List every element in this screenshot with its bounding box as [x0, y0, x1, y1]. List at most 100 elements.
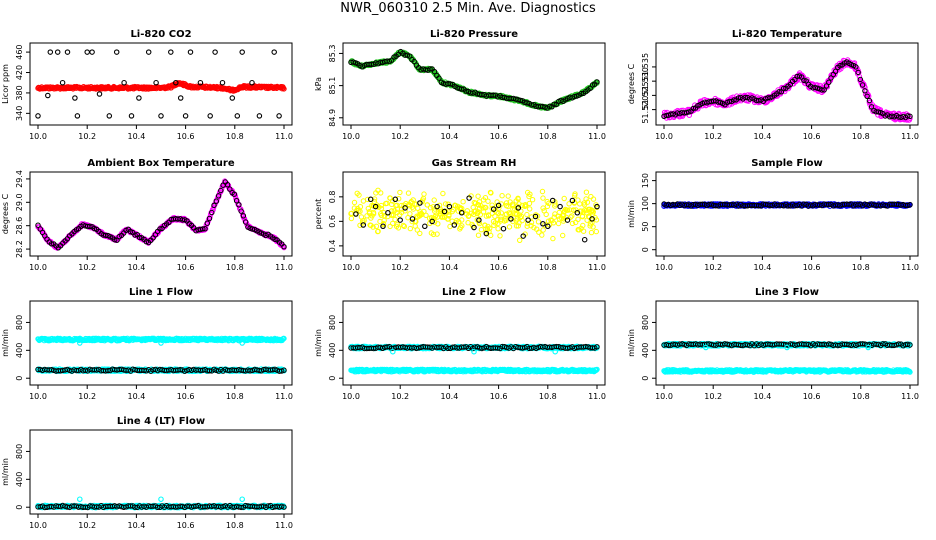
temperature-xtick-label: 10.2 — [704, 132, 722, 141]
rh-point — [550, 235, 556, 242]
pressure-xtick-label: 11.0 — [588, 132, 606, 141]
co2-point — [187, 49, 194, 55]
rh-title: Gas Stream RH — [432, 158, 517, 169]
co2-xtick-label: 11.0 — [275, 132, 293, 141]
ambient-xtick-label: 10.2 — [78, 263, 96, 272]
temperature-point — [826, 79, 832, 86]
rh-point — [557, 203, 563, 210]
co2-point — [89, 49, 95, 55]
temperature-point — [859, 82, 866, 88]
pressure-xtick-label: 10.8 — [539, 132, 557, 141]
line2-xtick-label: 10.4 — [440, 392, 458, 401]
rh-point — [405, 190, 412, 196]
rh-point — [422, 223, 428, 230]
line3-xtick-label: 10.6 — [803, 392, 821, 401]
sample_flow-ytick-label: 50 — [641, 222, 650, 232]
rh-ytick-label: 0.6 — [328, 215, 337, 228]
co2-ytick-label: 340 — [15, 106, 24, 121]
temperature-point — [855, 69, 861, 76]
line2-xtick-label: 10.8 — [539, 392, 557, 401]
rh-point — [499, 193, 505, 199]
rh-point — [431, 197, 437, 203]
co2-point — [168, 49, 174, 55]
line3-ylabel: ml/min — [627, 329, 636, 357]
ambient-ytick-label: 29.4 — [15, 170, 24, 188]
co2-point — [281, 86, 287, 92]
co2-point — [54, 49, 61, 55]
pressure-point — [594, 79, 600, 85]
rh-point — [555, 220, 562, 227]
co2-point — [121, 79, 127, 86]
temperature-xtick-label: 10.8 — [852, 132, 870, 141]
rh-point — [581, 236, 588, 243]
co2-point — [207, 113, 213, 119]
rh-point — [440, 190, 446, 197]
ambient-series-samples — [35, 179, 287, 251]
temperature-point — [866, 97, 873, 104]
rh-point — [407, 225, 413, 232]
co2-xtick-label: 10.4 — [127, 132, 145, 141]
line2-xtick-label: 10.0 — [342, 392, 360, 401]
co2-point — [249, 79, 255, 86]
line3-xtick-label: 10.2 — [704, 392, 722, 401]
rh-point — [577, 201, 583, 207]
temperature-title: Li-820 Temperature — [732, 29, 842, 40]
pressure-xtick-label: 10.6 — [490, 132, 508, 141]
rh-point — [378, 190, 384, 196]
co2-point — [219, 79, 226, 86]
co2-point — [106, 113, 113, 119]
temperature-ytick-label: 51.525 — [641, 81, 650, 109]
rh-xtick-label: 10.4 — [440, 263, 458, 272]
sample_flow-title: Sample Flow — [751, 158, 823, 169]
co2-xtick-label: 10.8 — [226, 132, 244, 141]
line1-ytick-label: 0 — [15, 376, 24, 381]
co2-point — [229, 95, 236, 101]
rh-point — [465, 220, 471, 226]
sample_flow-xtick-label: 10.8 — [852, 263, 870, 272]
temperature-xtick-label: 10.6 — [803, 132, 821, 141]
line3-title: Line 3 Flow — [755, 287, 819, 298]
pressure-point — [546, 103, 553, 110]
rh-point — [478, 227, 485, 233]
sample_flow-plot-frame — [655, 171, 919, 257]
rh-point — [527, 206, 533, 212]
temperature-point — [907, 113, 913, 120]
rh-point — [407, 211, 413, 217]
line1-xtick-label: 11.0 — [275, 392, 293, 401]
rh-point — [447, 223, 453, 230]
co2-point — [234, 113, 241, 119]
rh-point — [390, 220, 396, 227]
pressure-point — [436, 75, 442, 81]
pressure-point — [431, 68, 438, 75]
co2-point — [145, 49, 152, 55]
rh-xtick-label: 10.0 — [342, 263, 360, 272]
pressure-xtick-label: 10.4 — [440, 132, 458, 141]
co2-point — [64, 49, 71, 55]
line1-xtick-label: 10.8 — [226, 392, 244, 401]
co2-point — [96, 91, 103, 97]
rh-point — [506, 224, 513, 230]
ambient-xtick-label: 10.6 — [177, 263, 195, 272]
rh-point — [583, 189, 590, 195]
rh-point — [517, 237, 523, 244]
ambient-xtick-label: 10.4 — [127, 263, 145, 272]
ambient-ytick-label: 28.6 — [15, 217, 24, 235]
co2-point — [45, 92, 51, 99]
temperature-point — [742, 94, 748, 101]
temperature-point — [801, 77, 807, 84]
line2-ylabel: ml/min — [314, 329, 323, 357]
pressure-point — [463, 88, 469, 94]
temperature-point — [824, 84, 831, 90]
line1-xtick-label: 10.0 — [29, 392, 47, 401]
co2-point — [153, 79, 159, 86]
rh-point — [588, 193, 594, 200]
temperature-point — [776, 89, 782, 95]
pressure-point — [578, 90, 584, 97]
co2-ylabel: Licor ppm — [1, 64, 10, 104]
